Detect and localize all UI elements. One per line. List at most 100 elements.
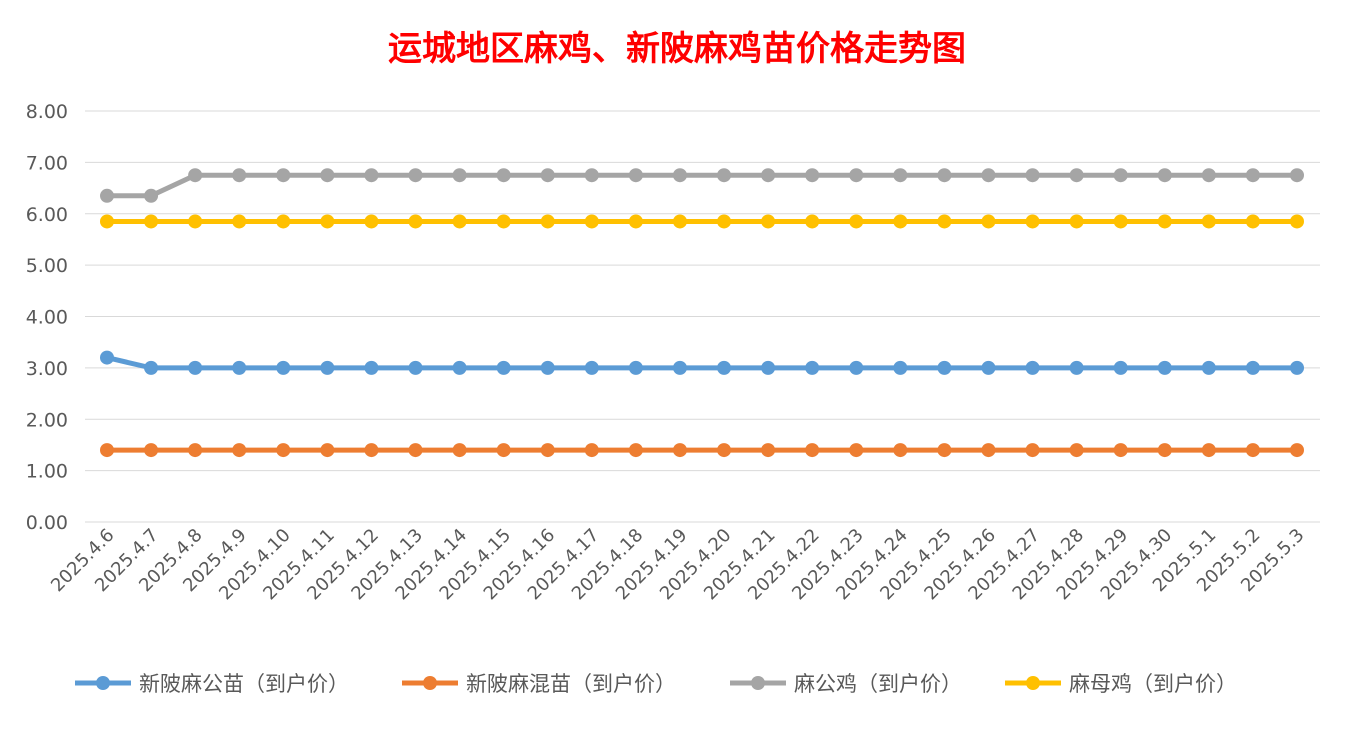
data-point [981,168,996,183]
y-tick-label: 5.00 [26,255,68,277]
data-point [188,214,203,229]
data-point [496,214,511,229]
data-point [100,350,114,365]
data-point [232,360,247,375]
data-point [364,360,379,375]
data-point [1157,360,1172,375]
legend-label: 新陂麻混苗（到户价） [466,672,676,696]
data-point [805,214,820,229]
data-point [937,168,952,183]
data-point [320,214,335,229]
data-point [496,443,511,458]
data-point [1157,168,1172,183]
data-point [1290,214,1304,229]
data-point [1025,168,1040,183]
data-point [849,214,864,229]
data-point [1245,214,1260,229]
data-point [1069,168,1084,183]
data-point [584,443,599,458]
data-point [893,168,908,183]
data-point [761,360,776,375]
data-point [628,443,643,458]
data-point [628,360,643,375]
data-point [672,443,687,458]
data-point [1201,360,1216,375]
data-point [540,443,555,458]
data-point [1245,360,1260,375]
data-point [717,360,732,375]
data-point [276,214,291,229]
series-3 [100,168,1304,203]
data-point [364,443,379,458]
data-point [320,443,335,458]
data-point [1290,443,1304,458]
data-point [232,214,247,229]
data-point [805,443,820,458]
data-point [1069,443,1084,458]
data-point [672,168,687,183]
series-line [107,172,1297,199]
data-point [364,214,379,229]
data-point [408,168,423,183]
data-point [144,360,159,375]
data-point [1290,168,1304,183]
data-point [276,360,291,375]
data-point [232,168,247,183]
data-point [1025,214,1040,229]
y-axis-ticks: 0.00 1.00 2.00 3.00 4.00 5.00 6.00 7.00 8.00 [26,101,68,534]
data-point [672,214,687,229]
data-point [717,443,732,458]
data-point [232,443,247,458]
data-point [1025,443,1040,458]
data-point [188,443,203,458]
data-point [981,214,996,229]
data-point [628,168,643,183]
data-point [1069,360,1084,375]
y-tick-label: 2.00 [26,409,68,431]
data-point [1157,214,1172,229]
data-point [1245,168,1260,183]
chart-title: 运城地区麻鸡、新陂麻鸡苗价格走势图 [388,29,966,69]
data-point [452,443,467,458]
data-point [937,214,952,229]
data-point [540,360,555,375]
legend-swatch-marker [751,676,765,690]
data-point [1069,214,1084,229]
y-tick-label: 4.00 [26,307,68,329]
data-point [1157,443,1172,458]
y-tick-label: 1.00 [26,461,68,483]
data-point [496,168,511,183]
data-point [408,214,423,229]
data-point [408,360,423,375]
legend-swatch-marker [1026,676,1040,690]
data-point [761,214,776,229]
data-point [805,360,820,375]
data-point [1113,443,1128,458]
data-point [188,360,203,375]
data-point [937,443,952,458]
data-point [100,188,114,203]
data-point [496,360,511,375]
data-point [672,360,687,375]
data-point [849,443,864,458]
data-point [320,360,335,375]
data-point [981,443,996,458]
data-point [100,443,114,458]
data-point [452,214,467,229]
legend: 新陂麻公苗（到户价） 新陂麻混苗（到户价） 麻公鸡（到户价） 麻母鸡（到户价） [75,672,1237,696]
data-point [364,168,379,183]
data-point [320,168,335,183]
data-point [188,168,203,183]
data-point [761,443,776,458]
legend-item: 新陂麻公苗（到户价） [75,672,349,696]
data-point [584,214,599,229]
data-point [1290,360,1304,375]
data-point [893,214,908,229]
y-tick-label: 3.00 [26,358,68,380]
legend-item: 麻公鸡（到户价） [730,672,962,696]
series-1 [100,350,1304,375]
data-point [717,214,732,229]
series-line [106,355,1297,371]
